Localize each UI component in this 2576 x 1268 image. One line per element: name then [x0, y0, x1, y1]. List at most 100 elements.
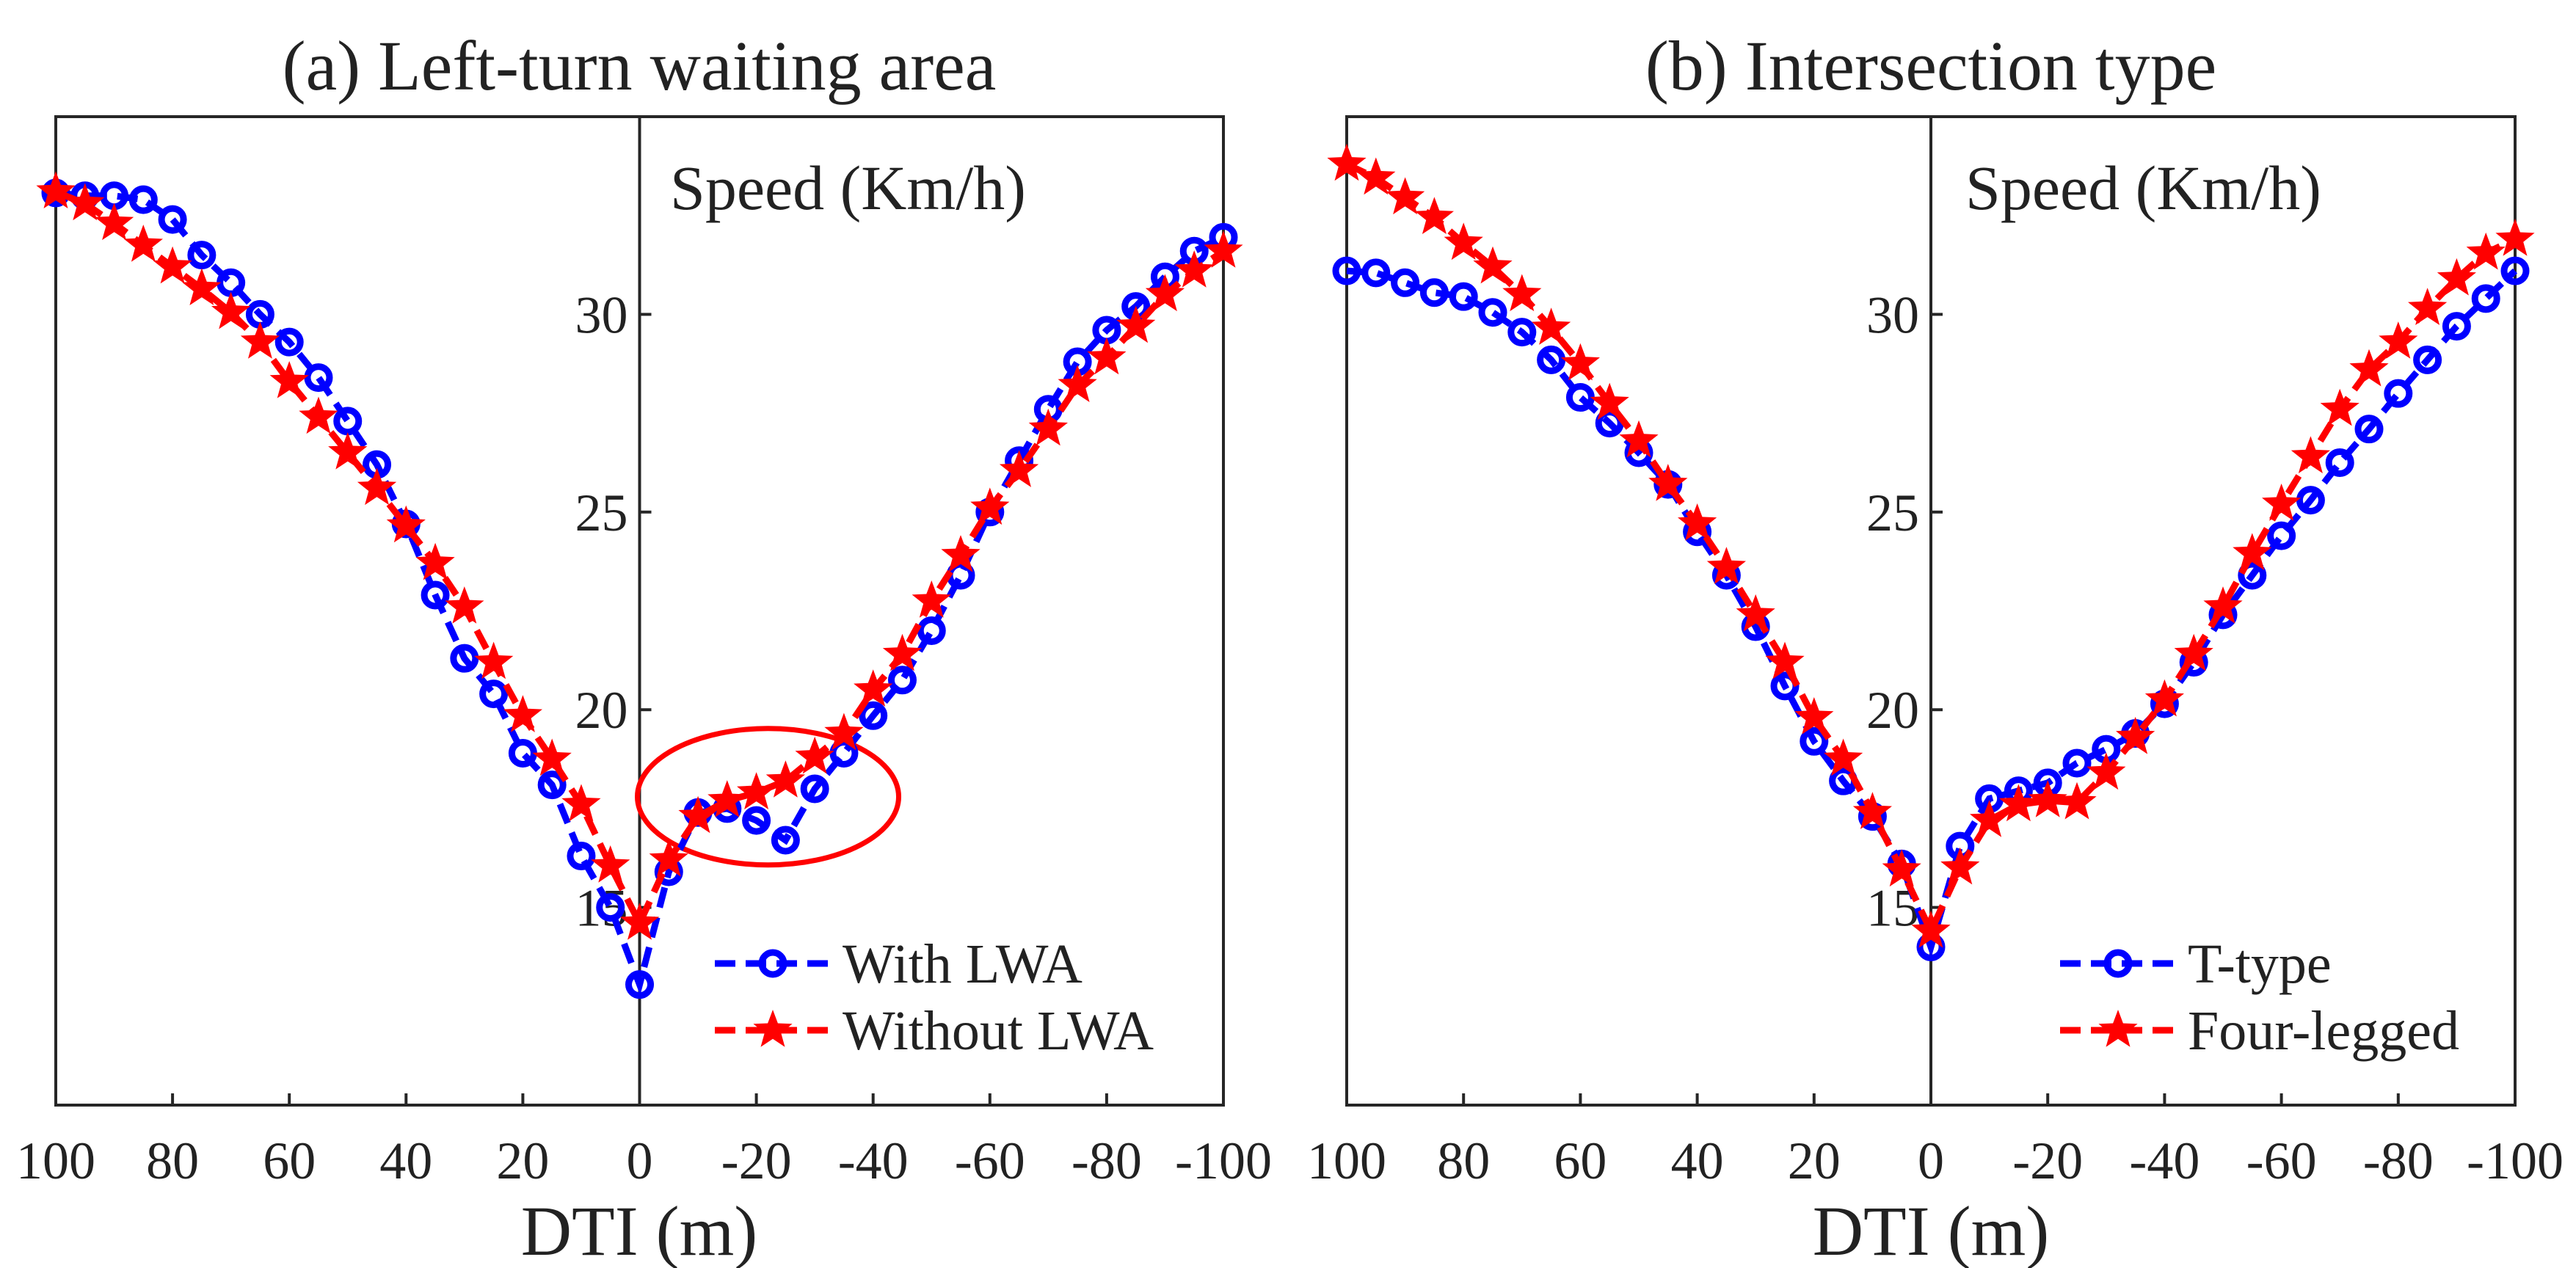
- legend-label: Four-legged: [2188, 1000, 2459, 1062]
- x-tick-label: -100: [1175, 1132, 1272, 1190]
- data-point: [2144, 679, 2184, 717]
- data-point: [2233, 533, 2272, 570]
- data-point: [1882, 849, 1921, 887]
- data-point: [859, 701, 888, 730]
- data-point: [182, 268, 222, 305]
- data-point: [2466, 232, 2506, 270]
- data-point: [1419, 278, 1449, 307]
- x-tick-label: 20: [1788, 1132, 1841, 1190]
- data-point: [1087, 337, 1127, 375]
- data-point: [1765, 641, 1805, 679]
- data-point: [800, 774, 829, 804]
- x-tick-label: -40: [2129, 1132, 2200, 1190]
- data-point: [2267, 521, 2296, 550]
- series-line: [1345, 161, 2517, 939]
- y-tick-label: 30: [575, 285, 628, 344]
- data-point: [737, 772, 776, 809]
- data-point: [1824, 738, 1863, 776]
- legend-label: Without LWA: [843, 1000, 1154, 1062]
- x-tick-label: -20: [721, 1132, 792, 1190]
- y-axis-label: Speed (Km/h): [1965, 153, 2321, 223]
- data-point: [2203, 586, 2243, 624]
- chart-title: (b) Intersection type: [1645, 26, 2216, 105]
- data-point: [1532, 307, 1571, 345]
- data-point: [2471, 284, 2500, 313]
- data-point: [357, 467, 397, 506]
- data-point: [299, 396, 338, 434]
- legend-marker: [2098, 1010, 2138, 1047]
- data-point: [2116, 716, 2155, 754]
- legend-marker: [753, 1010, 793, 1047]
- x-tick-label: 80: [1437, 1132, 1490, 1190]
- data-point: [999, 450, 1039, 487]
- panel-b: (b) Intersection type DTI (m) Speed (Km/…: [1307, 26, 2564, 1268]
- data-point: [2262, 484, 2302, 521]
- data-point: [561, 784, 601, 822]
- data-point: [742, 806, 771, 835]
- data-point: [386, 505, 426, 543]
- data-point: [1386, 177, 1425, 215]
- panel-a: (a) Left-turn waiting area DTI (m) Speed…: [16, 26, 1272, 1268]
- data-point: [240, 321, 280, 359]
- data-point: [445, 586, 484, 624]
- highlight-ellipse: [635, 726, 902, 868]
- data-point: [707, 780, 747, 817]
- x-tick-label: 0: [1918, 1132, 1944, 1190]
- data-point: [2379, 321, 2418, 359]
- x-axis-label: DTI (m): [1813, 1192, 2050, 1268]
- data-point: [591, 845, 630, 883]
- data-point: [1391, 268, 1420, 297]
- data-point: [829, 738, 859, 768]
- data-point: [304, 363, 333, 393]
- data-point: [1560, 343, 1600, 381]
- series-four-legged: Four-legged: [1327, 143, 2535, 1062]
- data-point: [2408, 288, 2448, 325]
- data-point: [153, 246, 192, 284]
- data-point: [158, 205, 187, 234]
- data-point: [274, 327, 304, 357]
- data-point: [421, 580, 450, 610]
- data-point: [1678, 503, 1717, 541]
- data-point: [1794, 697, 1834, 735]
- data-point: [854, 669, 893, 707]
- data-point: [771, 826, 800, 855]
- legend-label: T-type: [2188, 933, 2332, 995]
- x-tick-label: 60: [263, 1132, 316, 1190]
- data-point: [941, 535, 980, 572]
- data-point: [128, 185, 158, 214]
- data-point: [917, 616, 946, 645]
- data-point: [795, 736, 834, 774]
- data-point: [328, 432, 368, 470]
- x-tick-label: 40: [379, 1132, 432, 1190]
- data-point: [2028, 780, 2067, 817]
- x-tick-label: -20: [2012, 1132, 2083, 1190]
- data-point: [2062, 748, 2092, 778]
- y-tick-label: 20: [1866, 681, 1919, 740]
- data-point: [1361, 258, 1391, 288]
- x-tick-label: 0: [627, 1132, 653, 1190]
- data-point: [1736, 594, 1775, 632]
- series-line: [1346, 267, 2518, 958]
- data-point: [187, 241, 217, 270]
- data-point: [1590, 382, 1629, 420]
- data-point: [2413, 345, 2442, 374]
- data-point: [1444, 222, 1483, 260]
- data-point: [824, 713, 864, 751]
- x-tick-label: 100: [16, 1132, 95, 1190]
- data-point: [333, 407, 363, 436]
- data-point: [503, 695, 542, 732]
- y-tick-label: 25: [575, 484, 628, 542]
- data-point: [2500, 256, 2530, 285]
- x-tick-label: 40: [1671, 1132, 1724, 1190]
- data-point: [1058, 365, 1097, 402]
- legend-marker: [2103, 949, 2133, 978]
- data-point: [2495, 219, 2535, 256]
- data-point: [1414, 197, 1454, 234]
- data-point: [479, 679, 509, 709]
- data-point: [94, 203, 134, 241]
- data-point: [1174, 250, 1214, 288]
- data-point: [1204, 230, 1243, 268]
- data-point: [2238, 561, 2267, 590]
- x-tick-label: -60: [955, 1132, 1025, 1190]
